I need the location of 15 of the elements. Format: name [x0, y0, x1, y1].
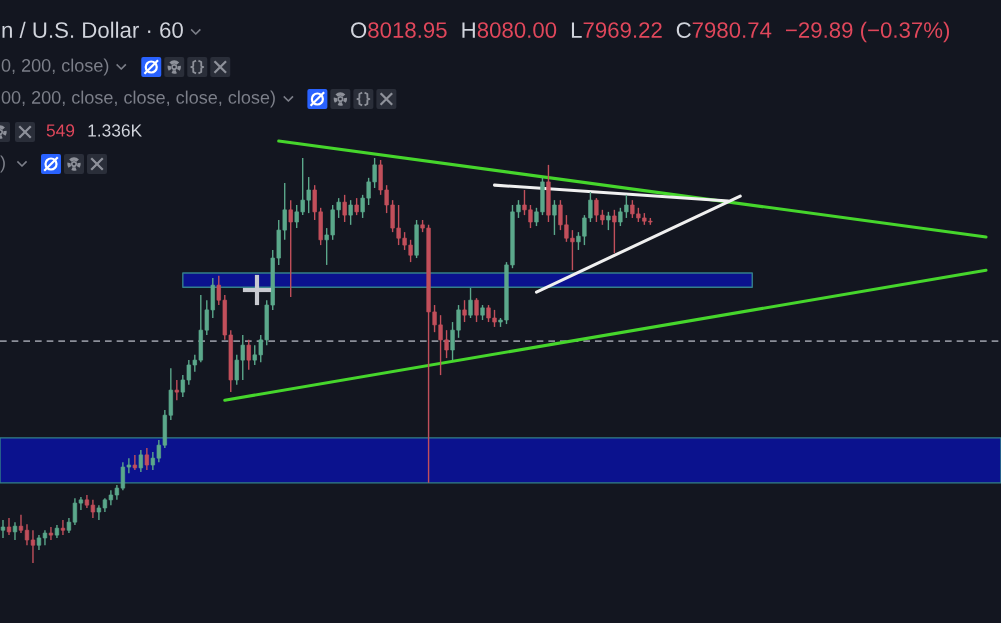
text: O	[351, 22, 367, 38]
text: 8080.00	[477, 22, 557, 38]
chart-title: n / U.S. Dollar · 60	[2, 21, 183, 38]
text: 549	[46, 124, 75, 137]
text: L	[571, 22, 582, 38]
text: C	[676, 22, 691, 38]
text: 7980.74	[692, 22, 772, 38]
text: 00, 200, close, close, close, close)	[1, 90, 275, 108]
text: H	[462, 22, 475, 38]
annotation: )	[0, 155, 5, 173]
text: 8018.95	[368, 22, 447, 38]
text: −29.89 (−0.37%)	[785, 21, 950, 43]
text: 0, 200, close)	[1, 58, 109, 76]
text: 7969.22	[583, 22, 662, 38]
text: 1.336K	[88, 124, 142, 137]
